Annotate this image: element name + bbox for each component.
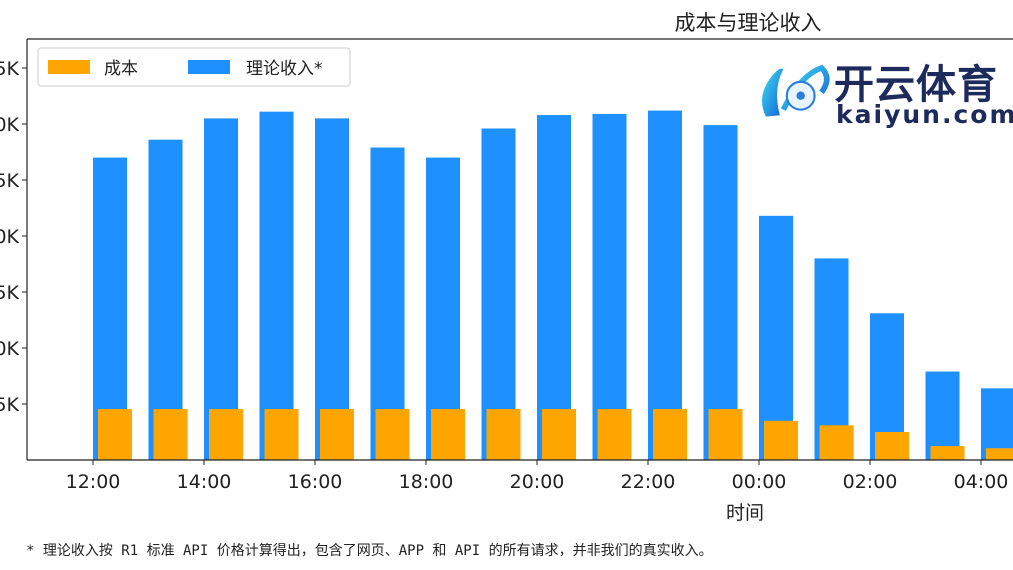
bar-revenue-19:00 bbox=[481, 128, 516, 461]
y-tick-label: 25K bbox=[0, 170, 20, 192]
y-ticks: 5K 10K 15K 20K 25K 30K 35K bbox=[0, 58, 27, 416]
bar-cost-12:00 bbox=[98, 409, 132, 460]
x-tick-label: 12:00 bbox=[66, 471, 121, 493]
x-axis-label: 时间 bbox=[726, 502, 764, 524]
bar-cost-18:00 bbox=[431, 409, 465, 460]
bar-cost-13:00 bbox=[153, 409, 188, 460]
bar-revenue-21:00 bbox=[592, 113, 627, 461]
bar-revenue-00:00 bbox=[759, 215, 793, 460]
x-tick-label: 22:00 bbox=[621, 471, 676, 493]
bar-cost-22:00 bbox=[653, 409, 687, 460]
x-tick-label: 16:00 bbox=[288, 471, 343, 493]
bar-cost-04:00 bbox=[986, 448, 1013, 460]
bar-cost-00:00 bbox=[764, 420, 798, 460]
bar-cost-14:00 bbox=[209, 409, 243, 460]
x-tick-label: 14:00 bbox=[177, 471, 232, 493]
bar-cost-21:00 bbox=[597, 409, 632, 460]
bar-cost-02:00 bbox=[875, 432, 909, 460]
bar-cost-16:00 bbox=[320, 409, 354, 460]
legend-swatch-cost bbox=[48, 60, 90, 74]
bar-revenue-15:00 bbox=[259, 111, 294, 461]
logo-text-en: kaiyun.com bbox=[836, 100, 1013, 129]
bar-revenue-04:00 bbox=[981, 388, 1013, 460]
y-tick-label: 15K bbox=[0, 282, 20, 304]
revenue-series bbox=[93, 110, 1013, 461]
bar-cost-01:00 bbox=[819, 425, 854, 460]
bar-cost-15:00 bbox=[264, 409, 299, 460]
logo-text-cn: 开云体育 bbox=[834, 62, 998, 108]
bar-cost-03:00 bbox=[930, 446, 965, 460]
cost-series bbox=[98, 409, 1013, 460]
chart-title: 成本与理论收入 bbox=[675, 11, 822, 35]
bar-revenue-16:00 bbox=[315, 118, 349, 461]
bar-revenue-13:00 bbox=[148, 139, 183, 460]
footnote: * 理论收入按 R1 标准 API 价格计算得出，包含了网页、APP 和 API… bbox=[26, 543, 713, 559]
bar-revenue-22:00 bbox=[648, 110, 682, 460]
x-ticks: 12:00 14:00 16:00 18:00 20:00 22:00 00:00 02:00… bbox=[66, 460, 1009, 493]
bar-revenue-14:00 bbox=[204, 118, 238, 461]
kaiyun-logo-icon bbox=[762, 64, 830, 117]
x-tick-label: 04:00 bbox=[954, 471, 1009, 493]
bar-cost-19:00 bbox=[486, 409, 521, 460]
y-tick-label: 35K bbox=[0, 58, 20, 80]
bar-cost-17:00 bbox=[375, 409, 410, 460]
bar-revenue-03:00 bbox=[925, 371, 960, 460]
kaiyun-watermark-logo: 开云体育 kaiyun.com bbox=[752, 48, 1013, 133]
bar-revenue-23:00 bbox=[703, 125, 738, 461]
legend-swatch-revenue bbox=[188, 60, 230, 74]
x-tick-label: 02:00 bbox=[843, 471, 898, 493]
bar-revenue-20:00 bbox=[537, 115, 571, 460]
x-tick-label: 00:00 bbox=[732, 471, 787, 493]
bar-revenue-17:00 bbox=[370, 147, 405, 460]
bar-cost-23:00 bbox=[708, 409, 743, 460]
legend-label-cost: 成本 bbox=[104, 59, 138, 79]
x-tick-label: 20:00 bbox=[510, 471, 565, 493]
bar-cost-20:00 bbox=[542, 409, 576, 460]
legend-label-revenue: 理论收入* bbox=[246, 59, 323, 79]
y-tick-label: 5K bbox=[0, 394, 20, 416]
y-tick-label: 20K bbox=[0, 226, 20, 248]
y-tick-label: 30K bbox=[0, 114, 20, 136]
y-tick-label: 10K bbox=[0, 338, 20, 360]
legend: 成本 理论收入* bbox=[37, 47, 351, 87]
x-tick-label: 18:00 bbox=[399, 471, 454, 493]
